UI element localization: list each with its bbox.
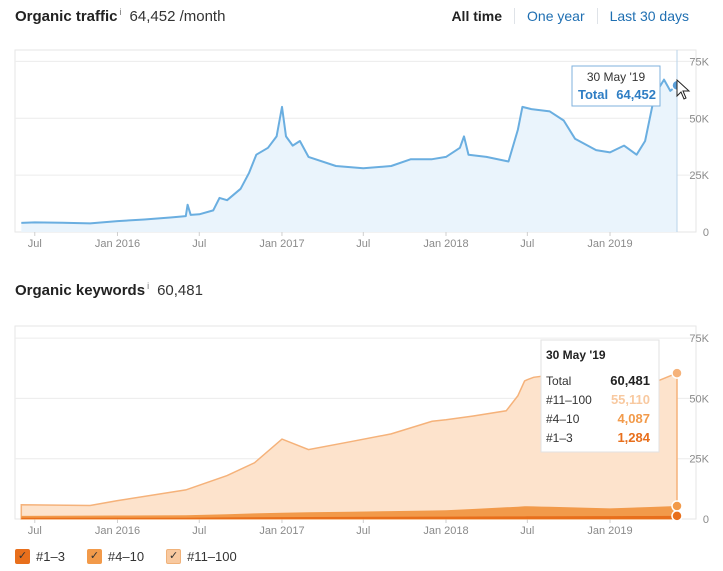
y-tick-label: 75K [689, 56, 709, 68]
keywords-area-1-3 [21, 515, 678, 519]
tooltip-row-value: 60,481 [610, 373, 650, 388]
x-tick-label: Jul [192, 525, 206, 537]
keywords-chart[interactable]: Jul Jan 2016 Jul Jan 2017 Jul Jan 2018 Jul Jan … [0, 0, 723, 545]
checkbox-icon[interactable]: ✓ [166, 549, 182, 564]
x-tick-label: Jan 2016 [95, 525, 140, 537]
traffic-value: 64,452 /month [129, 8, 226, 25]
y-tick-label: 0 [703, 514, 709, 526]
tooltip-row-value: 4,087 [617, 411, 650, 426]
legend-item-4-10[interactable]: ✓ #4–10 [86, 549, 145, 564]
tooltip-row-value: 1,284 [617, 430, 650, 445]
keywords-dot-4-10 [671, 500, 683, 512]
x-tick-label: Jul [520, 525, 534, 537]
legend-item-11-100[interactable]: ✓ #11–100 [166, 549, 237, 564]
traffic-tooltip: 30 May '19 Total 64,452 [571, 65, 661, 107]
y-tick-label: 50K [689, 393, 709, 405]
x-tick-label: Jul [520, 238, 534, 250]
traffic-tooltip-date: 30 May '19 [587, 70, 646, 84]
y-tick-label: 0 [703, 227, 709, 239]
mouse-cursor-icon [676, 78, 691, 100]
x-tick-label: Jan 2018 [423, 238, 468, 250]
legend-item-1-3[interactable]: ✓ #1–3 [15, 549, 65, 564]
traffic-chart[interactable]: Jul Jan 2016 Jul Jan 2017 Jul Jan 2018 Jul Jan … [0, 0, 723, 260]
traffic-tooltip-value: 64,452 [616, 87, 656, 102]
tab-last-30-days[interactable]: Last 30 days [596, 8, 701, 24]
tab-all-time[interactable]: All time [451, 8, 503, 24]
date-range-tabs: All time One year Last 30 days [439, 8, 701, 24]
keywords-value: 60,481 [157, 282, 203, 299]
y-tick-label: 75K [689, 333, 709, 345]
tooltip-row-label: Total [546, 374, 571, 388]
keywords-tooltip-date: 30 May '19 [546, 348, 606, 362]
x-tick-label: Jan 2017 [259, 525, 304, 537]
keywords-info-icon[interactable]: i [147, 281, 150, 291]
tab-one-year[interactable]: One year [514, 8, 597, 24]
y-tick-label: 25K [689, 454, 709, 466]
keywords-header: Organic keywords i 60,481 [15, 281, 203, 299]
checkbox-icon[interactable]: ✓ [15, 549, 30, 564]
traffic-header: Organic traffic i 64,452 /month [15, 7, 225, 25]
keywords-area-4-10 [21, 506, 678, 519]
x-tick-label: Jul [28, 525, 42, 537]
x-tick-label: Jan 2018 [423, 525, 468, 537]
tooltip-row-label: #1–3 [546, 431, 573, 445]
legend-label: #4–10 [107, 549, 145, 564]
tooltip-row-label: #11–100 [546, 393, 592, 407]
keywords-legend: ✓ #1–3 ✓ #4–10 ✓ #11–100 [15, 549, 259, 564]
keywords-dot-1-3 [671, 510, 683, 522]
checkbox-icon[interactable]: ✓ [86, 549, 102, 564]
y-tick-label: 25K [689, 170, 709, 182]
keywords-title: Organic keywords [15, 282, 146, 299]
keywords-dot-11-100 [671, 367, 683, 379]
x-tick-label: Jul [192, 238, 206, 250]
keywords-tooltip: 30 May '19 Total 60,481 #11–100 55,110 #… [540, 339, 660, 453]
x-tick-label: Jul [356, 238, 370, 250]
legend-label: #11–100 [187, 549, 237, 564]
traffic-line [21, 78, 678, 225]
x-tick-label: Jan 2016 [95, 238, 140, 250]
x-tick-label: Jan 2019 [587, 525, 632, 537]
traffic-area [21, 79, 678, 232]
x-tick-label: Jul [28, 238, 42, 250]
x-tick-label: Jan 2019 [587, 238, 632, 250]
traffic-title: Organic traffic [15, 8, 118, 25]
legend-label: #1–3 [36, 549, 65, 564]
tooltip-row-label: #4–10 [546, 412, 580, 426]
x-tick-label: Jul [356, 525, 370, 537]
y-tick-label: 50K [689, 113, 709, 125]
tooltip-row-value: 55,110 [611, 392, 650, 407]
traffic-tooltip-label: Total [578, 87, 608, 102]
traffic-info-icon[interactable]: i [119, 7, 122, 17]
x-tick-label: Jan 2017 [259, 238, 304, 250]
